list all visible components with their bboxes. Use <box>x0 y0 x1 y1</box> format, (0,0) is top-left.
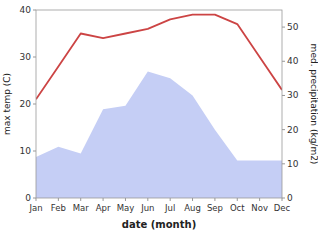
x-tick <box>58 198 59 201</box>
y2-tick <box>282 61 285 62</box>
x-tick-label: May <box>117 203 135 213</box>
x-tick <box>80 198 81 201</box>
x-tick <box>103 198 104 201</box>
x-tick-label: Jul <box>164 203 175 213</box>
x-tick-label: Jun <box>140 203 154 213</box>
y2-tick <box>282 27 285 28</box>
y2-tick-label: 10 <box>287 159 299 169</box>
x-tick-label: Sep <box>207 203 223 213</box>
y-tick-label: 40 <box>20 5 32 15</box>
x-tick-label: Apr <box>96 203 111 213</box>
y2-tick <box>282 95 285 96</box>
y-tick-label: 10 <box>20 146 32 156</box>
x-tick-label: Dec <box>274 203 291 213</box>
x-tick-label: Nov <box>251 203 268 213</box>
chart-container: 0 10 20 30 40 0 10 20 30 40 50 Jan Feb Mar Apr May Jun Ju… <box>0 0 318 247</box>
y2-tick-label: 20 <box>287 125 299 135</box>
x-tick <box>36 198 37 201</box>
y-tick <box>33 10 36 11</box>
x-tick-label: Mar <box>73 203 90 213</box>
x-tick <box>214 198 215 201</box>
y2-tick <box>282 129 285 130</box>
precipitation-area <box>36 72 282 198</box>
y-tick-label: 20 <box>20 99 32 109</box>
plot-area <box>36 15 282 198</box>
y-axis-label: max temp (C) <box>2 73 12 135</box>
y2-tick-label: 30 <box>287 90 299 100</box>
x-tick <box>192 198 193 201</box>
y-tick <box>33 57 36 58</box>
temperature-line <box>36 15 282 100</box>
x-tick <box>259 198 260 201</box>
x-tick <box>282 198 283 201</box>
y2-axis-label: med. precipitation (kg/m2) <box>309 44 318 165</box>
y-tick <box>33 104 36 105</box>
x-tick-label: Feb <box>51 203 66 213</box>
x-tick <box>170 198 171 201</box>
x-tick-label: Aug <box>184 203 201 213</box>
x-tick-label: Oct <box>230 203 245 213</box>
x-tick-label: Jan <box>28 203 42 213</box>
y-tick-label: 30 <box>20 52 32 62</box>
x-axis-label: date (month) <box>122 219 196 230</box>
y-tick-label: 0 <box>25 193 31 203</box>
plot-frame <box>36 10 282 198</box>
y2-tick-label: 40 <box>287 56 299 66</box>
y-tick <box>33 151 36 152</box>
y2-tick-label: 0 <box>287 193 293 203</box>
y2-tick-label: 50 <box>287 22 299 32</box>
y2-tick <box>282 163 285 164</box>
x-tick <box>237 198 238 201</box>
x-tick <box>125 198 126 201</box>
chart: 0 10 20 30 40 0 10 20 30 40 50 Jan Feb Mar Apr May Jun Ju… <box>0 0 318 247</box>
x-tick <box>147 198 148 201</box>
